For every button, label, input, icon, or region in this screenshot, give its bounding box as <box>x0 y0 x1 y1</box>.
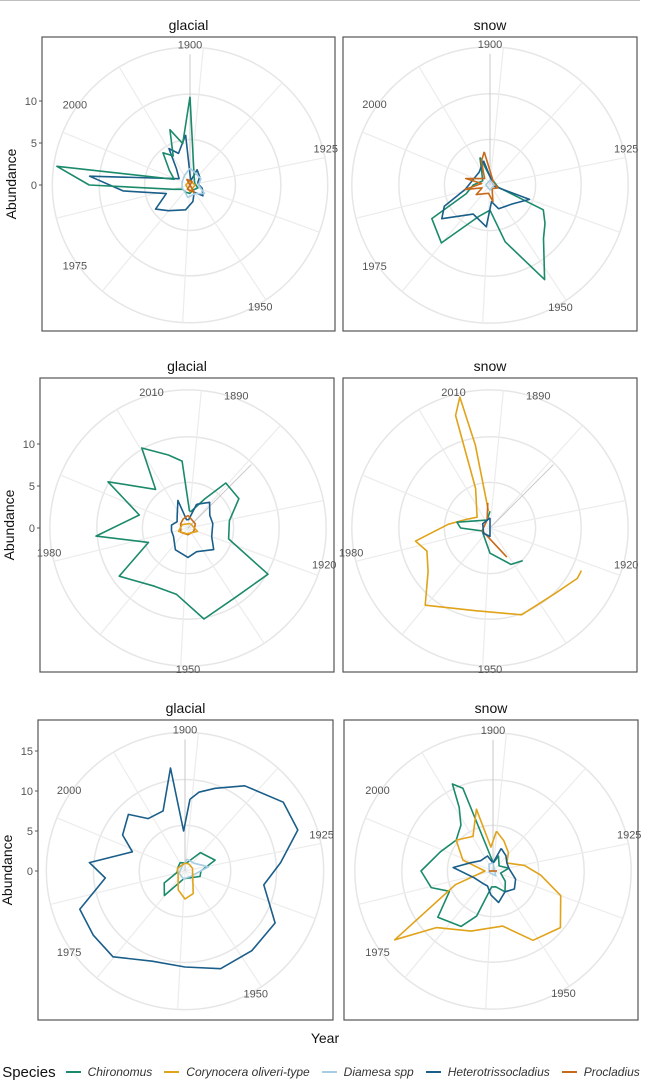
y-tick-label: 5 <box>27 826 33 838</box>
legend-label-diamesa: Diamesa spp <box>343 1065 414 1079</box>
legend-label-heterotrissocladius: Heterotrissocladius <box>447 1065 550 1079</box>
year-label: 1900 <box>178 40 202 52</box>
year-label: 1975 <box>63 261 87 273</box>
panel-snow: snow 1900 1925 1950 1975 2000 <box>343 700 641 1021</box>
panel-glacial: glacial 1900 1925 1950 1975 2000 0 5 10 15 Abundan… <box>0 700 334 1021</box>
y-tick-label: 5 <box>31 138 37 150</box>
series-line-diamesa <box>484 179 496 191</box>
y-tick-label: 10 <box>21 786 33 798</box>
series-line-heterotrissocladius <box>79 767 299 970</box>
series-line-corynocera <box>177 522 199 535</box>
series-line-chironomus <box>95 447 269 620</box>
facet-title: glacial <box>169 17 209 33</box>
year-label: 1975 <box>365 947 389 959</box>
facet-title: glacial <box>167 358 207 374</box>
y-tick-label: 10 <box>23 439 35 451</box>
series-line-procladius <box>464 151 499 203</box>
year-label: 2000 <box>63 99 87 111</box>
top-rule <box>0 0 640 1</box>
series-line-corynocera <box>176 862 194 900</box>
year-label: 1920 <box>312 559 336 571</box>
year-label: 1920 <box>614 559 638 571</box>
series-line-chironomus <box>56 96 199 195</box>
series-line-heterotrissocladius <box>452 847 517 904</box>
series-line-diamesa <box>178 858 210 880</box>
y-tick-label: 0 <box>31 180 37 192</box>
year-label: 1890 <box>526 391 550 403</box>
facet-title: snow <box>474 17 508 33</box>
legend-key-procladius <box>561 1071 577 1073</box>
legend-key-chironomus <box>65 1071 81 1073</box>
series-line-chironomus <box>456 510 523 566</box>
series-line-corynocera <box>185 180 196 193</box>
year-label: 1950 <box>176 664 200 676</box>
legend-label-chironomus: Chironomus <box>87 1065 153 1079</box>
year-label: 1900 <box>481 725 505 737</box>
series-line-diamesa <box>181 167 206 199</box>
legend-key-diamesa <box>321 1071 337 1073</box>
year-label: 1925 <box>309 829 333 841</box>
series-line-chironomus <box>420 783 510 928</box>
year-label: 2000 <box>57 785 81 797</box>
series-line-heterotrissocladius <box>440 160 531 228</box>
legend-key-heterotrissocladius <box>425 1071 441 1073</box>
year-label: 2000 <box>365 785 389 797</box>
legend-title: Species <box>2 1063 56 1081</box>
series-line-corynocera <box>414 396 583 616</box>
y-tick-label: 0 <box>29 523 35 535</box>
panel-border <box>342 36 638 332</box>
year-label: 1980 <box>339 547 363 559</box>
year-label: 1975 <box>57 947 81 959</box>
year-label: 1950 <box>548 302 572 314</box>
panel-glacial: glacial 1900 1925 1950 1975 2000 0 5 10 Abundance <box>3 17 338 332</box>
y-axis-title: Abundance <box>1 489 17 560</box>
year-label: 2000 <box>362 99 386 111</box>
series-line-heterotrissocladius <box>170 499 215 559</box>
series-line-procladius <box>481 502 508 558</box>
year-label: 1890 <box>224 391 248 403</box>
y-tick-label: 0 <box>27 866 33 878</box>
legend: Species Chironomus Corynocera oliveri-ty… <box>0 1060 650 1084</box>
year-label: 1900 <box>173 725 197 737</box>
facet-title: snow <box>475 700 509 716</box>
facet-title: glacial <box>166 700 206 716</box>
series-line-heterotrissocladius <box>481 517 491 538</box>
panel-border <box>342 377 638 673</box>
legend-label-corynocera: Corynocera oliveri-type <box>186 1065 310 1079</box>
year-label: 1950 <box>478 664 502 676</box>
y-axis-title: Abundance <box>0 834 15 905</box>
panel-snow: snow 2010 1890 1920 1950 1980 <box>339 358 639 676</box>
year-label: 1950 <box>551 988 575 1000</box>
series-line-procladius <box>185 178 195 194</box>
year-label: 1980 <box>37 547 61 559</box>
panel-border <box>37 719 334 1021</box>
year-label: 1925 <box>313 144 337 156</box>
year-label: 1950 <box>248 302 272 314</box>
year-label: 1925 <box>614 144 638 156</box>
facet-title: snow <box>474 358 508 374</box>
series-line-corynocera <box>393 808 562 942</box>
y-tick-label: 5 <box>29 481 35 493</box>
year-label: 2010 <box>139 387 163 399</box>
series-line-heterotrissocladius <box>88 134 204 212</box>
x-axis-title: Year <box>310 1030 340 1046</box>
year-label: 2010 <box>441 387 465 399</box>
year-label: 1950 <box>244 989 268 1001</box>
panel-border <box>39 377 335 673</box>
panel-border <box>343 719 639 1021</box>
panel-border <box>41 36 336 332</box>
legend-key-corynocera <box>164 1071 180 1073</box>
year-label: 1925 <box>617 830 641 842</box>
panel-snow: snow 1900 1925 1950 1975 2000 <box>342 17 638 332</box>
y-axis-title: Abundance <box>3 148 19 219</box>
legend-label-procladius: Procladius <box>583 1065 640 1079</box>
year-label: 1900 <box>478 39 502 51</box>
y-tick-label: 15 <box>21 746 33 758</box>
year-label: 1975 <box>362 261 386 273</box>
y-tick-label: 10 <box>25 96 37 108</box>
